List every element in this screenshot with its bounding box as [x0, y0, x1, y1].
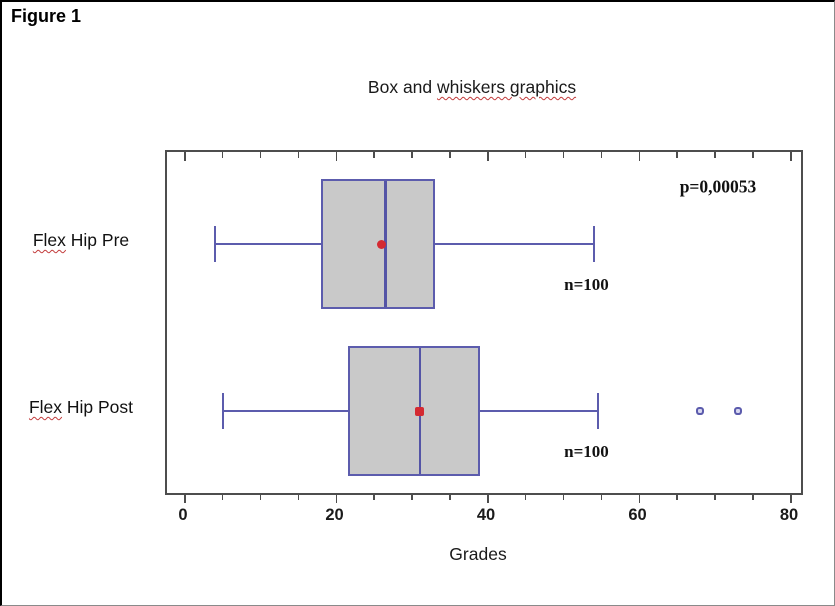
p-value-annotation: p=0,00053 — [679, 176, 757, 197]
x-tick-bottom — [297, 495, 300, 500]
whisker-cap-max — [593, 226, 596, 262]
x-tick-label: 0 — [178, 506, 188, 524]
chart-title: Box and whiskers graphics — [368, 77, 576, 98]
mean-marker — [415, 406, 425, 416]
x-tick-top — [335, 152, 338, 161]
category-label-underlined-word: Flex — [28, 397, 63, 417]
x-tick-label: 20 — [325, 506, 344, 524]
x-tick-bottom — [524, 495, 527, 500]
x-tick-top — [714, 152, 716, 158]
x-tick-bottom — [449, 495, 451, 500]
whisker-cap-min — [221, 393, 225, 429]
chart-title-underlined-word: whiskers graphics — [437, 77, 577, 97]
x-tick-bottom — [184, 495, 186, 503]
outlier-point — [733, 407, 742, 415]
x-tick-bottom — [221, 495, 224, 500]
x-tick-label: 40 — [476, 506, 496, 524]
x-tick-top — [752, 152, 754, 158]
category-label: Flex Hip Post — [2, 397, 160, 418]
figure-label: Figure 1 — [11, 6, 82, 26]
x-tick-bottom — [752, 495, 754, 500]
x-tick-bottom — [411, 495, 413, 500]
x-tick-top — [449, 152, 451, 158]
x-tick-top — [790, 152, 792, 161]
x-tick-top — [524, 152, 527, 158]
x-tick-top — [676, 152, 678, 158]
category-label-underlined-word: Flex — [32, 230, 66, 250]
x-tick-label: 60 — [628, 506, 647, 524]
x-tick-top — [184, 152, 186, 161]
plot-area: p=0,00053 n=100 n=100 — [165, 150, 803, 503]
x-tick-bottom — [714, 495, 716, 500]
x-tick-top — [373, 152, 375, 158]
x-tick-bottom — [487, 495, 489, 503]
x-tick-top — [600, 152, 603, 158]
x-tick-top — [259, 152, 262, 158]
x-tick-bottom — [676, 495, 678, 500]
x-tick-top — [562, 152, 565, 158]
x-tick-bottom — [373, 495, 375, 500]
x-tick-top — [297, 152, 300, 158]
whisker-cap-max — [596, 393, 600, 429]
whisker-cap-min — [214, 226, 217, 262]
outlier-point — [696, 407, 705, 415]
x-tick-bottom — [335, 495, 338, 503]
iqr-box — [347, 346, 481, 476]
mean-marker — [377, 239, 387, 249]
x-tick-bottom — [600, 495, 603, 500]
x-tick-bottom — [790, 495, 792, 503]
sample-size-label: n=100 — [564, 275, 609, 294]
chart-title-plain: Box and — [367, 77, 437, 97]
sample-size-label: n=100 — [564, 442, 609, 461]
x-tick-label: 80 — [779, 506, 799, 524]
x-tick-bottom — [259, 495, 262, 500]
x-tick-top — [221, 152, 224, 158]
x-tick-top — [638, 152, 641, 161]
category-label-rest: Hip Post — [62, 397, 134, 417]
x-tick-bottom — [562, 495, 565, 500]
x-axis-title: Grades — [449, 544, 507, 564]
x-tick-bottom — [638, 495, 641, 503]
x-tick-top — [411, 152, 413, 158]
category-label: Flex Hip Pre — [2, 230, 160, 251]
x-tick-top — [487, 152, 489, 161]
category-label-rest: Hip Pre — [65, 230, 130, 250]
